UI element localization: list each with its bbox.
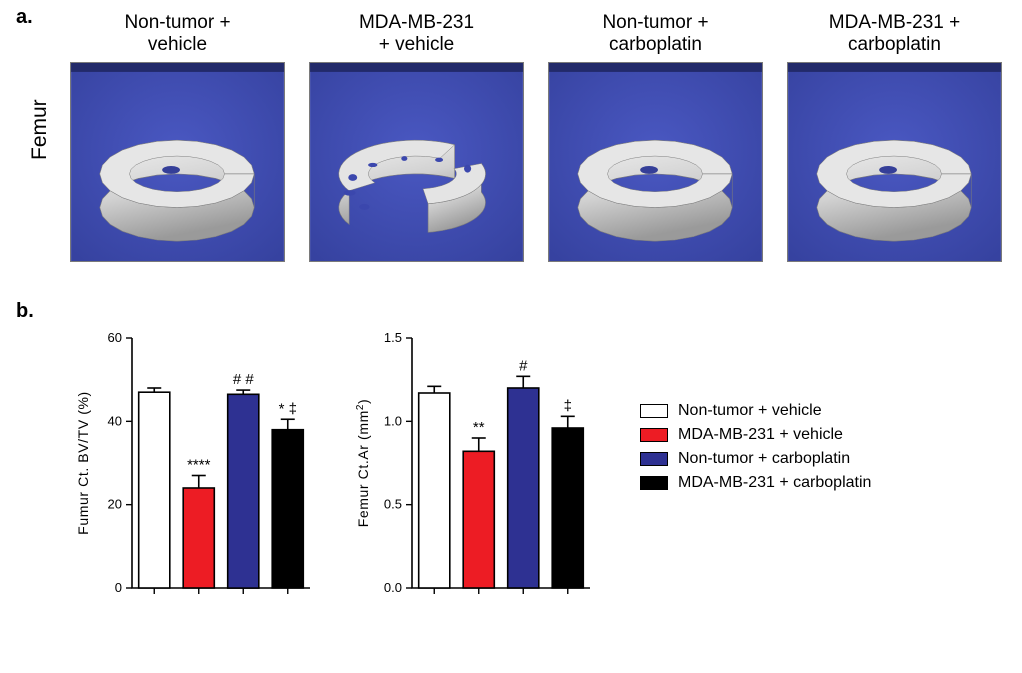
legend-label: MDA-MB-231 + vehicle <box>678 426 843 444</box>
group-title: Non-tumor +vehicle <box>70 12 285 56</box>
svg-text:1.5: 1.5 <box>384 330 402 345</box>
group-title: Non-tumor +carboplatin <box>548 12 763 56</box>
legend-swatch <box>640 404 668 418</box>
legend-label: Non-tumor + carboplatin <box>678 450 850 468</box>
legend-item: Non-tumor + carboplatin <box>640 450 871 468</box>
svg-text:1.0: 1.0 <box>384 413 402 428</box>
svg-text:Fumur Ct. BV/TV (%): Fumur Ct. BV/TV (%) <box>75 391 91 535</box>
bar <box>419 393 450 588</box>
significance-annotation: ‡ <box>564 397 572 414</box>
ct-scan-image <box>548 62 763 262</box>
significance-annotation: # # <box>233 371 255 388</box>
legend-swatch <box>640 452 668 466</box>
significance-annotation: * ‡ <box>279 400 297 417</box>
svg-text:0.5: 0.5 <box>384 497 402 512</box>
svg-text:Femur Ct.Ar (mm2): Femur Ct.Ar (mm2) <box>355 399 371 528</box>
group-title: MDA-MB-231+ vehicle <box>309 12 524 56</box>
panel-a-row: Non-tumor +vehicle MDA-MB-231+ vehicle Non… <box>70 12 1002 262</box>
legend-item: MDA-MB-231 + carboplatin <box>640 474 871 492</box>
legend-swatch <box>640 476 668 490</box>
panel-b-row: 0204060Fumur Ct. BV/TV (%)****# #* ‡0.00… <box>70 312 1002 612</box>
svg-text:40: 40 <box>108 413 122 428</box>
significance-annotation: # <box>519 357 528 374</box>
bar <box>183 488 214 588</box>
bar-chart: 0.0 0.5 1.0 1.5 Femur Ct.Ar (mm2) ** # ‡ <box>350 312 600 612</box>
ct-scan-image <box>787 62 1002 262</box>
legend-swatch <box>640 428 668 442</box>
group-title: MDA-MB-231 +carboplatin <box>787 12 1002 56</box>
legend: Non-tumor + vehicle MDA-MB-231 + vehicle N… <box>640 402 871 498</box>
legend-label: Non-tumor + vehicle <box>678 402 822 420</box>
ct-scan-image <box>309 62 524 262</box>
ct-scan-image <box>70 62 285 262</box>
figure-root: a. Femur Non-tumor +vehicle MDA-MB-231+ v… <box>0 0 1022 673</box>
bar <box>272 430 303 588</box>
svg-text:0.0: 0.0 <box>384 580 402 595</box>
legend-label: MDA-MB-231 + carboplatin <box>678 474 871 492</box>
significance-annotation: ** <box>473 419 485 436</box>
charts-container: 0204060Fumur Ct. BV/TV (%)****# #* ‡0.00… <box>70 312 600 612</box>
bar-chart: 0 20 40 60 Fumur Ct. BV/TV (%) **** # # * ‡ <box>70 312 320 612</box>
significance-annotation: **** <box>187 457 211 474</box>
legend-item: MDA-MB-231 + vehicle <box>640 426 871 444</box>
panel-b-label: b. <box>16 300 34 323</box>
panel-a-images <box>70 62 1002 262</box>
bar <box>228 394 259 588</box>
panel-a-titles: Non-tumor +vehicle MDA-MB-231+ vehicle Non… <box>70 12 1002 56</box>
legend-item: Non-tumor + vehicle <box>640 402 871 420</box>
bar <box>508 388 539 588</box>
svg-text:0: 0 <box>115 580 122 595</box>
panel-a-label: a. <box>16 6 33 29</box>
bar <box>552 428 583 588</box>
svg-text:60: 60 <box>108 330 122 345</box>
femur-side-label: Femur <box>28 99 52 160</box>
bar <box>463 451 494 588</box>
bar <box>139 392 170 588</box>
svg-text:20: 20 <box>108 497 122 512</box>
